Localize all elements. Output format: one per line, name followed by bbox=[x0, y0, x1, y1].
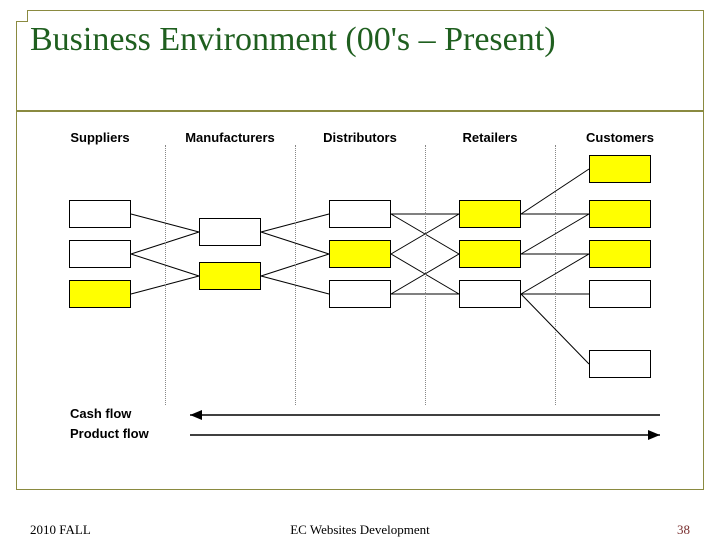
node-r1 bbox=[459, 200, 521, 228]
node-s3 bbox=[69, 280, 131, 308]
footer-right: 38 bbox=[677, 522, 690, 538]
node-c1 bbox=[589, 155, 651, 183]
node-s1 bbox=[69, 200, 131, 228]
node-d2 bbox=[329, 240, 391, 268]
node-d3 bbox=[329, 280, 391, 308]
column-header-distributors: Distributors bbox=[323, 130, 397, 145]
column-header-retailers: Retailers bbox=[463, 130, 518, 145]
node-c5 bbox=[589, 350, 651, 378]
node-r3 bbox=[459, 280, 521, 308]
cash-flow-label: Cash flow bbox=[70, 406, 131, 421]
footer-left: 2010 FALL bbox=[30, 522, 91, 538]
cash-flow-arrow-head bbox=[190, 410, 202, 420]
node-c3 bbox=[589, 240, 651, 268]
node-r2 bbox=[459, 240, 521, 268]
node-m1 bbox=[199, 218, 261, 246]
column-divider-3 bbox=[555, 145, 556, 405]
node-m2 bbox=[199, 262, 261, 290]
column-divider-2 bbox=[425, 145, 426, 405]
product-flow-label: Product flow bbox=[70, 426, 149, 441]
node-c4 bbox=[589, 280, 651, 308]
node-s2 bbox=[69, 240, 131, 268]
footer-center: EC Websites Development bbox=[290, 522, 430, 538]
node-d1 bbox=[329, 200, 391, 228]
column-divider-0 bbox=[165, 145, 166, 405]
column-header-manufacturers: Manufacturers bbox=[185, 130, 275, 145]
column-divider-1 bbox=[295, 145, 296, 405]
column-header-suppliers: Suppliers bbox=[70, 130, 129, 145]
product-flow-arrow-head bbox=[648, 430, 660, 440]
diagram-canvas bbox=[0, 0, 720, 540]
node-c2 bbox=[589, 200, 651, 228]
column-header-customers: Customers bbox=[586, 130, 654, 145]
